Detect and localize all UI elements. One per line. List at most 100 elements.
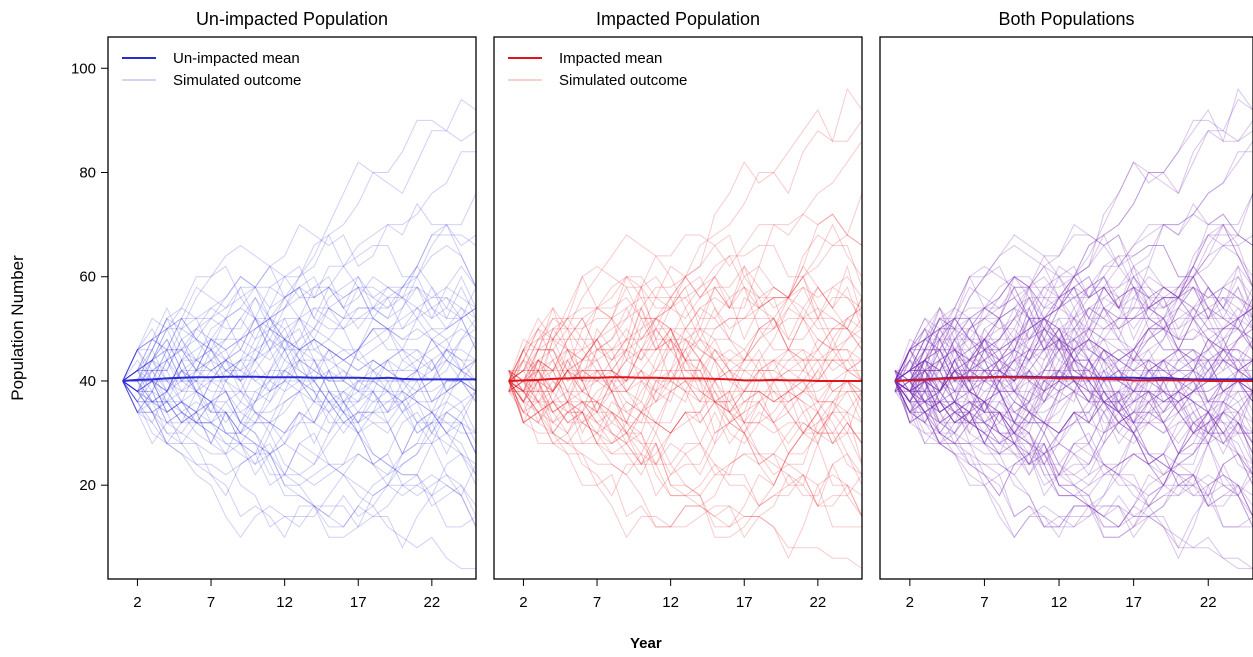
simulated-path	[508, 234, 863, 403]
simulated-path	[508, 380, 863, 476]
simulated-path	[508, 359, 863, 445]
simulated-path	[122, 327, 477, 497]
y-tick-label: 80	[79, 165, 96, 182]
chart-panel-2: Impacted Population 2 7 12 17 22 Impacted mean…	[493, 9, 863, 611]
simulated-path	[508, 359, 863, 445]
simulated-path	[894, 358, 1253, 466]
simulated-path	[894, 380, 1253, 560]
simulated-path	[894, 380, 1253, 507]
simulated-path	[122, 286, 477, 382]
simulated-path	[508, 120, 863, 424]
panel-title: Un-impacted Population	[196, 9, 388, 29]
simulated-path	[122, 317, 477, 497]
simulated-path	[894, 380, 1253, 570]
x-tick-label: 17	[736, 594, 753, 611]
simulated-path	[894, 307, 1253, 497]
simulated-path	[508, 337, 862, 434]
simulated-path	[508, 213, 863, 382]
simulated-path	[508, 380, 862, 560]
simulated-path	[894, 328, 1253, 435]
simulated-path	[122, 286, 477, 382]
simulated-path	[894, 306, 1253, 445]
simulated-path	[122, 306, 477, 445]
simulated-path	[894, 244, 1253, 393]
simulated-path	[508, 245, 863, 393]
simulated-path	[894, 317, 1253, 414]
simulated-path	[508, 275, 863, 382]
simulated-path	[122, 286, 477, 445]
x-tick-label: 12	[662, 594, 679, 611]
simulated-path	[894, 265, 1253, 403]
simulated-path	[508, 285, 862, 434]
simulated-path	[508, 327, 863, 403]
x-tick-label: 22	[1200, 594, 1217, 611]
simulated-path	[508, 297, 863, 382]
simulated-paths	[122, 98, 477, 570]
simulated-path	[122, 328, 477, 424]
simulated-path	[894, 338, 1253, 445]
simulated-path	[894, 307, 1253, 486]
simulated-path	[894, 379, 1253, 528]
simulated-path	[894, 275, 1253, 424]
simulated-path	[122, 317, 477, 414]
simulated-path	[122, 359, 477, 517]
simulated-path	[122, 318, 477, 393]
simulated-path	[894, 264, 1253, 392]
legend-label: Un-impacted mean	[173, 50, 300, 67]
simulated-path	[508, 370, 863, 538]
simulated-path	[894, 87, 1253, 382]
simulated-path	[894, 358, 1253, 466]
simulated-path	[894, 275, 1253, 445]
simulated-path	[894, 285, 1253, 434]
simulated-path	[508, 327, 863, 507]
y-tick-label: 40	[79, 373, 96, 390]
simulated-path	[894, 380, 1253, 487]
simulated-path	[894, 380, 1253, 549]
legend: Un-impacted mean Simulated outcome	[122, 50, 301, 89]
simulated-path	[894, 275, 1253, 392]
simulated-path	[122, 307, 477, 424]
simulated-path	[122, 286, 477, 393]
simulated-path	[122, 317, 477, 403]
simulated-path	[894, 276, 1253, 382]
simulated-path	[508, 265, 863, 403]
simulated-path	[508, 223, 863, 382]
simulated-path	[508, 380, 863, 487]
simulated-path	[894, 317, 1253, 424]
y-axis-label: Population Number	[8, 255, 27, 401]
simulated-path	[894, 286, 1253, 414]
simulated-path	[508, 380, 863, 528]
x-tick-label: 17	[350, 594, 367, 611]
simulated-path	[894, 98, 1253, 382]
simulated-path	[894, 359, 1253, 445]
y-tick-label: 60	[79, 269, 96, 286]
simulated-path	[508, 390, 863, 476]
simulated-path	[894, 234, 1253, 403]
simulated-path	[894, 327, 1253, 507]
simulated-path	[508, 338, 863, 445]
simulated-path	[894, 245, 1253, 393]
simulated-path	[122, 286, 477, 403]
simulated-path	[508, 140, 863, 424]
simulated-path	[894, 359, 1253, 517]
chart-panel-1: Un-impacted Population 2 7 12 17 22 20 40 60 80 10…	[71, 9, 477, 611]
simulated-path	[894, 328, 1253, 424]
x-tick-label: 7	[207, 594, 215, 611]
simulated-path	[122, 307, 477, 486]
simulated-path	[508, 337, 863, 435]
simulated-path	[122, 130, 477, 424]
simulated-path	[508, 318, 863, 393]
plot-frame	[107, 36, 477, 580]
x-tick-label: 2	[133, 594, 141, 611]
simulated-path	[894, 317, 1253, 382]
simulated-path	[508, 286, 863, 403]
simulated-path	[894, 286, 1253, 403]
simulated-path	[894, 370, 1253, 538]
plot-frame	[493, 36, 863, 580]
simulated-path	[894, 390, 1253, 476]
simulated-path	[508, 275, 863, 425]
simulated-path	[508, 349, 863, 497]
simulated-path	[122, 349, 476, 424]
simulated-paths	[894, 87, 1253, 570]
simulated-path	[894, 317, 1253, 497]
